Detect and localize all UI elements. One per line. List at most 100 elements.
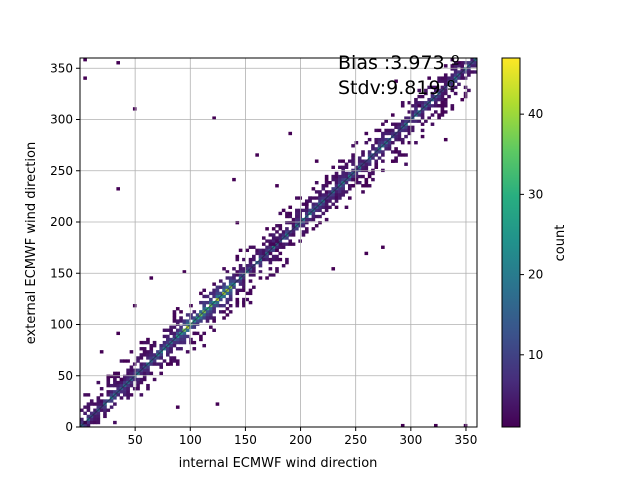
heatmap-cell <box>278 233 283 237</box>
heatmap-cell <box>351 159 355 163</box>
heatmap-cell <box>394 122 398 126</box>
heatmap-cell <box>324 174 329 179</box>
heatmap-cell <box>162 340 167 345</box>
heatmap-cell <box>407 125 412 130</box>
heatmap-cell <box>218 304 223 308</box>
heatmap-cell <box>304 220 309 225</box>
heatmap-cell <box>116 383 120 388</box>
heatmap-cell <box>440 107 445 111</box>
heatmap-cell <box>172 359 177 363</box>
heatmap-cell <box>129 393 134 397</box>
heatmap-cell <box>470 70 474 74</box>
heatmap-cell <box>467 73 471 77</box>
y-tick-label: 100 <box>50 318 73 332</box>
heatmap-cell <box>334 190 339 194</box>
heatmap-outlier-cell <box>314 159 319 163</box>
diagonal-line <box>79 57 478 428</box>
heatmap-cell <box>374 162 379 166</box>
heatmap-cell <box>400 104 405 108</box>
heatmap-cell <box>457 82 461 86</box>
heatmap-cell <box>381 137 385 142</box>
heatmap-cell <box>447 76 451 80</box>
heatmap-cell <box>271 227 276 231</box>
heatmap-cell <box>99 399 104 403</box>
heatmap-cell <box>400 141 405 145</box>
heatmap-cell <box>295 208 299 213</box>
heatmap-cell <box>473 64 478 68</box>
heatmap-cell <box>245 267 250 271</box>
y-tick-label: 350 <box>50 61 73 75</box>
heatmap-cell <box>357 156 362 160</box>
heatmap-cell <box>172 310 177 314</box>
heatmap-cell <box>314 224 319 228</box>
y-tick-label: 300 <box>50 113 73 127</box>
heatmap-cell <box>146 350 150 354</box>
heatmap-cell <box>304 217 309 222</box>
heatmap-cell <box>169 359 173 363</box>
heatmap-cell <box>424 88 428 93</box>
heatmap-cell <box>433 88 438 93</box>
heatmap-cell <box>238 270 243 274</box>
heatmap-cell <box>338 187 342 191</box>
heatmap-cell <box>129 365 134 369</box>
heatmap-cell <box>209 325 213 329</box>
heatmap-outlier-cell <box>166 362 170 366</box>
heatmap-cell <box>89 399 94 403</box>
y-tick-label: 0 <box>65 420 73 434</box>
heatmap-cell <box>195 319 200 323</box>
heatmap-cell <box>238 279 243 283</box>
heatmap-cell <box>390 150 395 154</box>
heatmap-cell <box>341 177 345 182</box>
heatmap-cell <box>304 205 309 209</box>
heatmap-cell <box>400 101 405 105</box>
heatmap-cell <box>414 141 418 145</box>
heatmap-cell <box>424 101 428 105</box>
heatmap-cell <box>371 144 375 148</box>
heatmap-cell <box>93 417 97 422</box>
heatmap-cell <box>248 300 253 305</box>
heatmap-cell <box>132 377 137 382</box>
heatmap-cell <box>381 159 385 163</box>
heatmap-cell <box>162 328 167 332</box>
heatmap-cell <box>407 141 412 145</box>
heatmap-cell <box>407 116 412 120</box>
heatmap-cell <box>199 310 203 314</box>
heatmap-cell <box>152 343 157 348</box>
heatmap-cell <box>318 196 322 200</box>
heatmap-cell <box>189 340 193 345</box>
heatmap-cell <box>321 211 326 216</box>
heatmap-outlier-cell <box>288 131 293 136</box>
heatmap-cell <box>291 224 296 228</box>
heatmap-cell <box>89 402 94 406</box>
heatmap-cell <box>123 380 127 385</box>
heatmap-cell <box>192 331 197 336</box>
heatmap-outlier-cell <box>212 116 216 120</box>
heatmap-cell <box>129 383 134 388</box>
heatmap-cell <box>404 128 408 133</box>
heatmap-cell <box>132 368 137 372</box>
heatmap-cell <box>139 362 144 366</box>
heatmap-cell <box>367 159 372 163</box>
heatmap-cell <box>420 134 425 139</box>
heatmap-cell <box>275 239 279 243</box>
heatmap-cell <box>334 199 339 203</box>
heatmap-outlier-cell <box>232 177 236 182</box>
heatmap-cell <box>298 208 302 213</box>
heatmap-cell <box>314 196 319 200</box>
heatmap-cell <box>298 214 302 219</box>
heatmap-cell <box>222 304 226 308</box>
heatmap-cell <box>136 377 140 382</box>
heatmap-cell <box>430 113 435 117</box>
heatmap-cell <box>331 193 336 197</box>
heatmap-cell <box>265 239 269 243</box>
heatmap-cell <box>281 242 286 246</box>
heatmap-cell <box>152 377 157 382</box>
heatmap-cell <box>142 368 147 372</box>
heatmap-cell <box>99 387 104 391</box>
heatmap-cell <box>265 276 269 280</box>
heatmap-cell <box>86 420 91 425</box>
heatmap-cell <box>242 304 246 308</box>
heatmap-cell <box>252 257 256 262</box>
heatmap-cell <box>215 288 220 293</box>
heatmap-outlier-cell <box>83 58 87 62</box>
